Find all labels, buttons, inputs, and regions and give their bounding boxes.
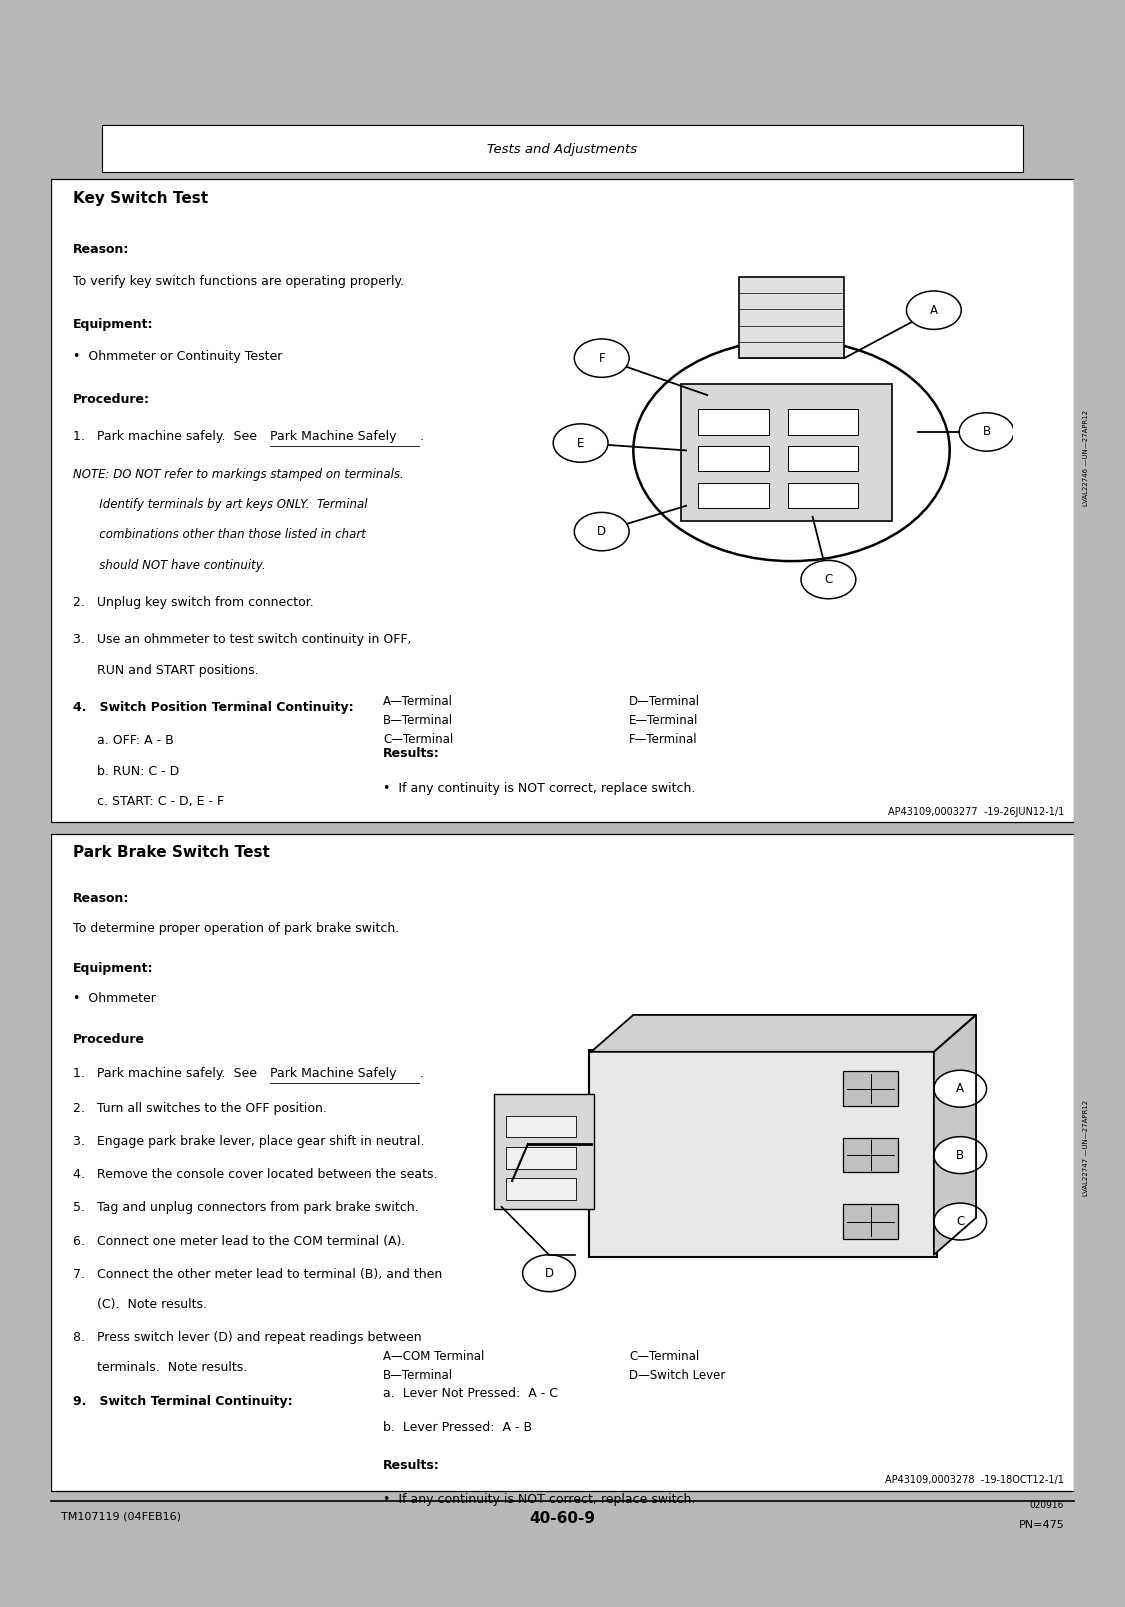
- Text: (C).  Note results.: (C). Note results.: [73, 1298, 207, 1311]
- Text: b. RUN: C - D: b. RUN: C - D: [73, 765, 179, 778]
- FancyBboxPatch shape: [102, 125, 1024, 172]
- FancyBboxPatch shape: [739, 276, 844, 358]
- Text: Park Machine Safely: Park Machine Safely: [270, 1067, 396, 1080]
- Text: Results:: Results:: [384, 1459, 440, 1472]
- FancyBboxPatch shape: [506, 1147, 576, 1168]
- FancyBboxPatch shape: [588, 1049, 936, 1257]
- FancyBboxPatch shape: [788, 410, 858, 434]
- Circle shape: [907, 291, 961, 329]
- Text: D: D: [544, 1266, 554, 1279]
- Text: Procedure:: Procedure:: [73, 392, 150, 405]
- Text: Identify terminals by art keys ONLY.  Terminal: Identify terminals by art keys ONLY. Ter…: [73, 498, 368, 511]
- Text: a. OFF: A - B: a. OFF: A - B: [73, 734, 174, 747]
- Text: terminals.  Note results.: terminals. Note results.: [73, 1361, 248, 1374]
- FancyBboxPatch shape: [699, 410, 768, 434]
- Text: Reason:: Reason:: [73, 243, 129, 256]
- Text: B: B: [982, 426, 991, 439]
- Text: 7.   Connect the other meter lead to terminal (B), and then: 7. Connect the other meter lead to termi…: [73, 1268, 442, 1281]
- Text: combinations other than those listed in chart: combinations other than those listed in …: [73, 529, 366, 542]
- FancyBboxPatch shape: [494, 1094, 594, 1208]
- Circle shape: [934, 1204, 987, 1241]
- Text: D—Terminal
E—Terminal
F—Terminal: D—Terminal E—Terminal F—Terminal: [629, 696, 700, 747]
- Text: AP43109,0003278  -19-18OCT12-1/1: AP43109,0003278 -19-18OCT12-1/1: [885, 1475, 1064, 1485]
- Circle shape: [554, 424, 608, 463]
- Text: 8.   Press switch lever (D) and repeat readings between: 8. Press switch lever (D) and repeat rea…: [73, 1331, 422, 1343]
- Text: 1.   Park machine safely.  See: 1. Park machine safely. See: [73, 431, 261, 444]
- Circle shape: [934, 1136, 987, 1173]
- FancyBboxPatch shape: [699, 447, 768, 471]
- FancyBboxPatch shape: [51, 834, 1074, 1491]
- FancyBboxPatch shape: [788, 482, 858, 508]
- Text: .: .: [420, 1067, 423, 1080]
- Text: To verify key switch functions are operating properly.: To verify key switch functions are opera…: [73, 275, 404, 288]
- Text: •  Ohmmeter: • Ohmmeter: [73, 993, 156, 1006]
- Circle shape: [574, 339, 629, 378]
- Text: 5.   Tag and unplug connectors from park brake switch.: 5. Tag and unplug connectors from park b…: [73, 1202, 418, 1215]
- Circle shape: [801, 561, 856, 599]
- FancyBboxPatch shape: [506, 1115, 576, 1138]
- Circle shape: [523, 1255, 575, 1292]
- Text: Key Switch Test: Key Switch Test: [73, 191, 208, 206]
- Text: 9.   Switch Terminal Continuity:: 9. Switch Terminal Continuity:: [73, 1395, 292, 1408]
- Text: F: F: [598, 352, 605, 365]
- Text: RUN and START positions.: RUN and START positions.: [73, 664, 259, 677]
- FancyBboxPatch shape: [51, 180, 1074, 823]
- FancyBboxPatch shape: [788, 447, 858, 471]
- Text: Reason:: Reason:: [73, 892, 129, 905]
- FancyBboxPatch shape: [506, 1178, 576, 1200]
- Text: Tests and Adjustments: Tests and Adjustments: [487, 143, 638, 156]
- Text: LVAL22746 —UN—27APR12: LVAL22746 —UN—27APR12: [1082, 410, 1089, 506]
- Text: 020916: 020916: [1029, 1501, 1064, 1511]
- Text: 1.   Park machine safely.  See: 1. Park machine safely. See: [73, 1067, 261, 1080]
- Text: a.  Lever Not Pressed:  A - C: a. Lever Not Pressed: A - C: [384, 1387, 558, 1400]
- Text: •  If any continuity is NOT correct, replace switch.: • If any continuity is NOT correct, repl…: [384, 783, 695, 795]
- Text: AP43109,0003277  -19-26JUN12-1/1: AP43109,0003277 -19-26JUN12-1/1: [888, 807, 1064, 816]
- FancyBboxPatch shape: [699, 482, 768, 508]
- Text: Procedure: Procedure: [73, 1033, 145, 1046]
- Text: Park Machine Safely: Park Machine Safely: [270, 431, 396, 444]
- Circle shape: [934, 1070, 987, 1107]
- Text: B: B: [956, 1149, 964, 1162]
- Text: Equipment:: Equipment:: [73, 963, 154, 975]
- Circle shape: [960, 413, 1014, 452]
- Text: E: E: [577, 437, 584, 450]
- Text: PN=475: PN=475: [1018, 1520, 1064, 1530]
- FancyBboxPatch shape: [681, 384, 892, 521]
- Text: 3.   Engage park brake lever, place gear shift in neutral.: 3. Engage park brake lever, place gear s…: [73, 1135, 424, 1147]
- Text: C—Terminal
D—Switch Lever: C—Terminal D—Switch Lever: [629, 1350, 726, 1382]
- Text: TM107119 (04FEB16): TM107119 (04FEB16): [61, 1511, 181, 1522]
- Text: D: D: [597, 525, 606, 538]
- Text: •  If any continuity is NOT correct, replace switch.: • If any continuity is NOT correct, repl…: [384, 1493, 695, 1506]
- Text: A—COM Terminal
B—Terminal: A—COM Terminal B—Terminal: [384, 1350, 485, 1382]
- Text: C: C: [825, 574, 832, 587]
- Text: 40-60-9: 40-60-9: [530, 1511, 595, 1527]
- FancyBboxPatch shape: [843, 1072, 898, 1106]
- Circle shape: [574, 513, 629, 551]
- Polygon shape: [591, 1016, 976, 1053]
- FancyBboxPatch shape: [843, 1138, 898, 1173]
- Text: Results:: Results:: [384, 747, 440, 760]
- Polygon shape: [934, 1016, 976, 1255]
- Text: A—Terminal
B—Terminal
C—Terminal: A—Terminal B—Terminal C—Terminal: [384, 696, 453, 747]
- Text: Equipment:: Equipment:: [73, 318, 154, 331]
- Text: 2.   Turn all switches to the OFF position.: 2. Turn all switches to the OFF position…: [73, 1102, 327, 1115]
- Text: 6.   Connect one meter lead to the COM terminal (A).: 6. Connect one meter lead to the COM ter…: [73, 1234, 405, 1247]
- Text: .: .: [420, 431, 423, 444]
- Text: C: C: [956, 1215, 964, 1228]
- Text: b.  Lever Pressed:  A - B: b. Lever Pressed: A - B: [384, 1421, 532, 1433]
- Text: LVAL22747 —UN—27APR12: LVAL22747 —UN—27APR12: [1082, 1101, 1089, 1196]
- Text: 2.   Unplug key switch from connector.: 2. Unplug key switch from connector.: [73, 596, 314, 609]
- Text: To determine proper operation of park brake switch.: To determine proper operation of park br…: [73, 922, 399, 935]
- FancyBboxPatch shape: [843, 1204, 898, 1239]
- Text: Park Brake Switch Test: Park Brake Switch Test: [73, 845, 270, 860]
- Text: •  Ohmmeter or Continuity Tester: • Ohmmeter or Continuity Tester: [73, 349, 282, 363]
- Text: NOTE: DO NOT refer to markings stamped on terminals.: NOTE: DO NOT refer to markings stamped o…: [73, 468, 404, 480]
- Text: A: A: [930, 304, 938, 317]
- Text: c. START: C - D, E - F: c. START: C - D, E - F: [73, 795, 224, 808]
- Text: 3.   Use an ohmmeter to test switch continuity in OFF,: 3. Use an ohmmeter to test switch contin…: [73, 633, 412, 646]
- Text: should NOT have continuity.: should NOT have continuity.: [73, 559, 266, 572]
- Text: 4.   Switch Position Terminal Continuity:: 4. Switch Position Terminal Continuity:: [73, 701, 353, 714]
- Text: A: A: [956, 1082, 964, 1096]
- Text: 4.   Remove the console cover located between the seats.: 4. Remove the console cover located betw…: [73, 1168, 438, 1181]
